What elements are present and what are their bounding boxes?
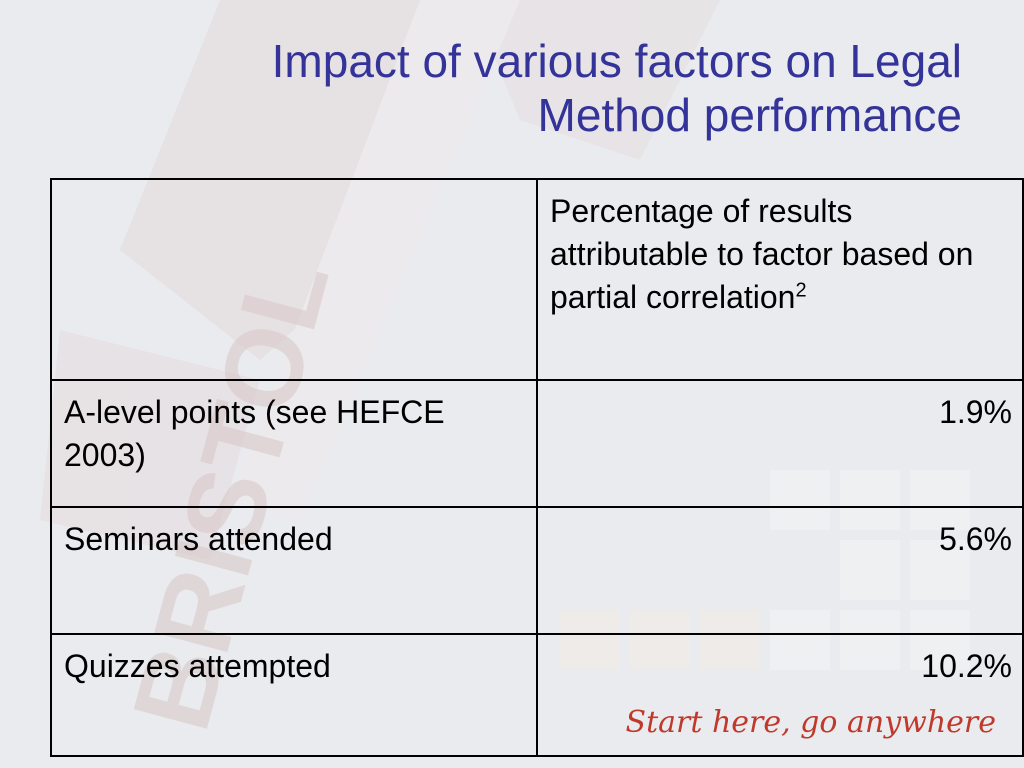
- table-header-row: Percentage of results attributable to fa…: [50, 178, 1024, 381]
- header-value-text: Percentage of results attributable to fa…: [550, 193, 974, 315]
- row-label-cell: Seminars attended: [50, 506, 538, 635]
- header-value-cell: Percentage of results attributable to fa…: [536, 178, 1024, 381]
- factors-table: Percentage of results attributable to fa…: [50, 178, 1024, 757]
- row-label-cell: Quizzes attempted: [50, 633, 538, 757]
- row-value-cell: 1.9%: [536, 379, 1024, 508]
- table-row: Quizzes attempted 10.2%: [50, 633, 1024, 757]
- row-value-cell: 5.6%: [536, 506, 1024, 635]
- header-superscript: 2: [795, 279, 807, 302]
- tagline-text: Start here, go anywhere: [626, 705, 996, 740]
- table-row: A-level points (see HEFCE 2003) 1.9%: [50, 379, 1024, 508]
- table-row: Seminars attended 5.6%: [50, 506, 1024, 635]
- tagline-signature: Start here, go anywhere: [626, 705, 996, 740]
- row-label-cell: A-level points (see HEFCE 2003): [50, 379, 538, 508]
- slide-title-line-2: Method performance: [537, 89, 962, 141]
- row-value-cell: 10.2%: [536, 633, 1024, 757]
- slide-title-line-1: Impact of various factors on Legal: [271, 35, 962, 87]
- slide-title: Impact of various factors on Legal Metho…: [60, 34, 962, 142]
- header-blank-cell: [50, 178, 538, 381]
